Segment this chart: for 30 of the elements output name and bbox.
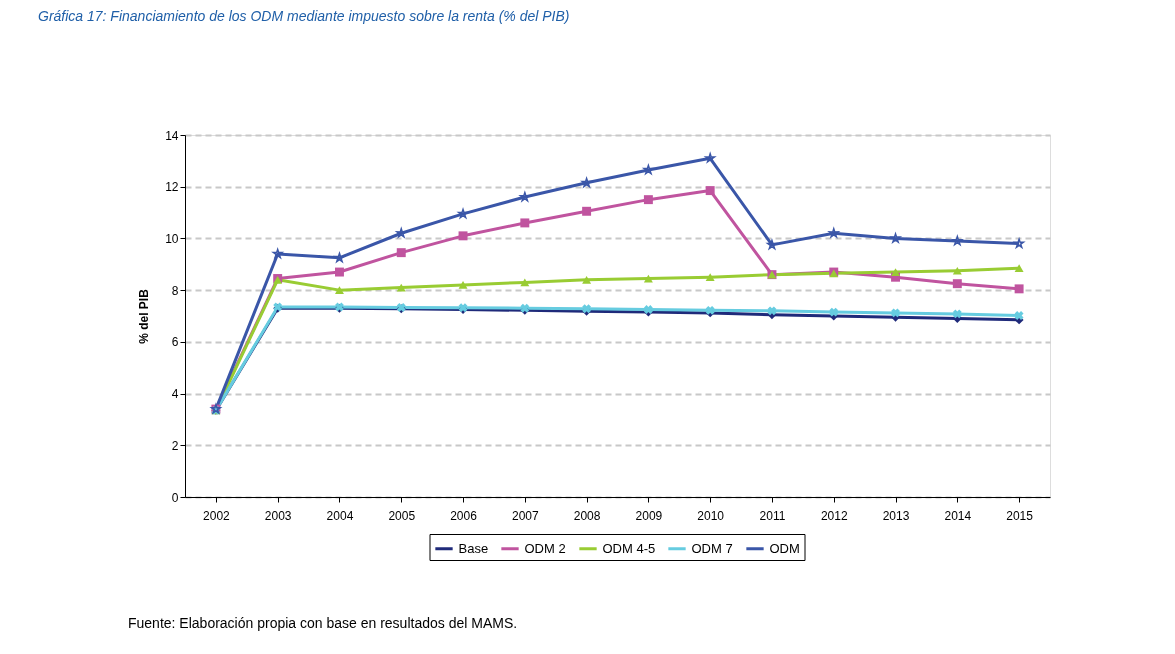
y-tick-label: 10 <box>165 231 179 246</box>
x-tick-label: 2008 <box>573 508 601 523</box>
x-tick-label: 2002 <box>203 508 231 523</box>
y-tick-label: 0 <box>171 490 179 505</box>
x-tick-label: 2007 <box>511 508 539 523</box>
x-tick-label: 2011 <box>759 508 786 523</box>
chart-title: Gráfica 17: Financiamiento de los ODM mediante impuesto sobre la renta (% del PIB) <box>38 8 570 24</box>
x-tick-label: 2012 <box>820 508 848 523</box>
x-tick-label: 2014 <box>944 508 972 523</box>
legend-label: ODM 2 <box>524 540 566 556</box>
source-note: Fuente: Elaboración propia con base en resultados del MAMS. <box>128 615 518 631</box>
legend-label: ODM 4-5 <box>602 540 656 556</box>
y-tick-label: 6 <box>171 335 179 350</box>
x-tick-label: 2006 <box>450 508 478 523</box>
x-tick-label: 2003 <box>264 508 292 523</box>
x-tick-label: 2015 <box>1006 508 1034 523</box>
x-tick-label: 2005 <box>388 508 416 523</box>
y-axis-title: % del PIB <box>137 288 152 344</box>
legend-label: Base <box>458 540 489 556</box>
x-tick-label: 2013 <box>882 508 910 523</box>
y-tick-label: 4 <box>171 387 179 402</box>
y-tick-label: 14 <box>165 128 179 143</box>
legend-label: ODM 7 <box>691 540 733 556</box>
legend-label: ODM <box>769 540 800 556</box>
y-tick-label: 12 <box>165 180 179 195</box>
y-tick-label: 8 <box>171 283 179 298</box>
y-tick-label: 2 <box>171 438 179 453</box>
x-tick-label: 2004 <box>326 508 354 523</box>
x-tick-label: 2009 <box>635 508 663 523</box>
x-tick-label: 2010 <box>697 508 725 523</box>
